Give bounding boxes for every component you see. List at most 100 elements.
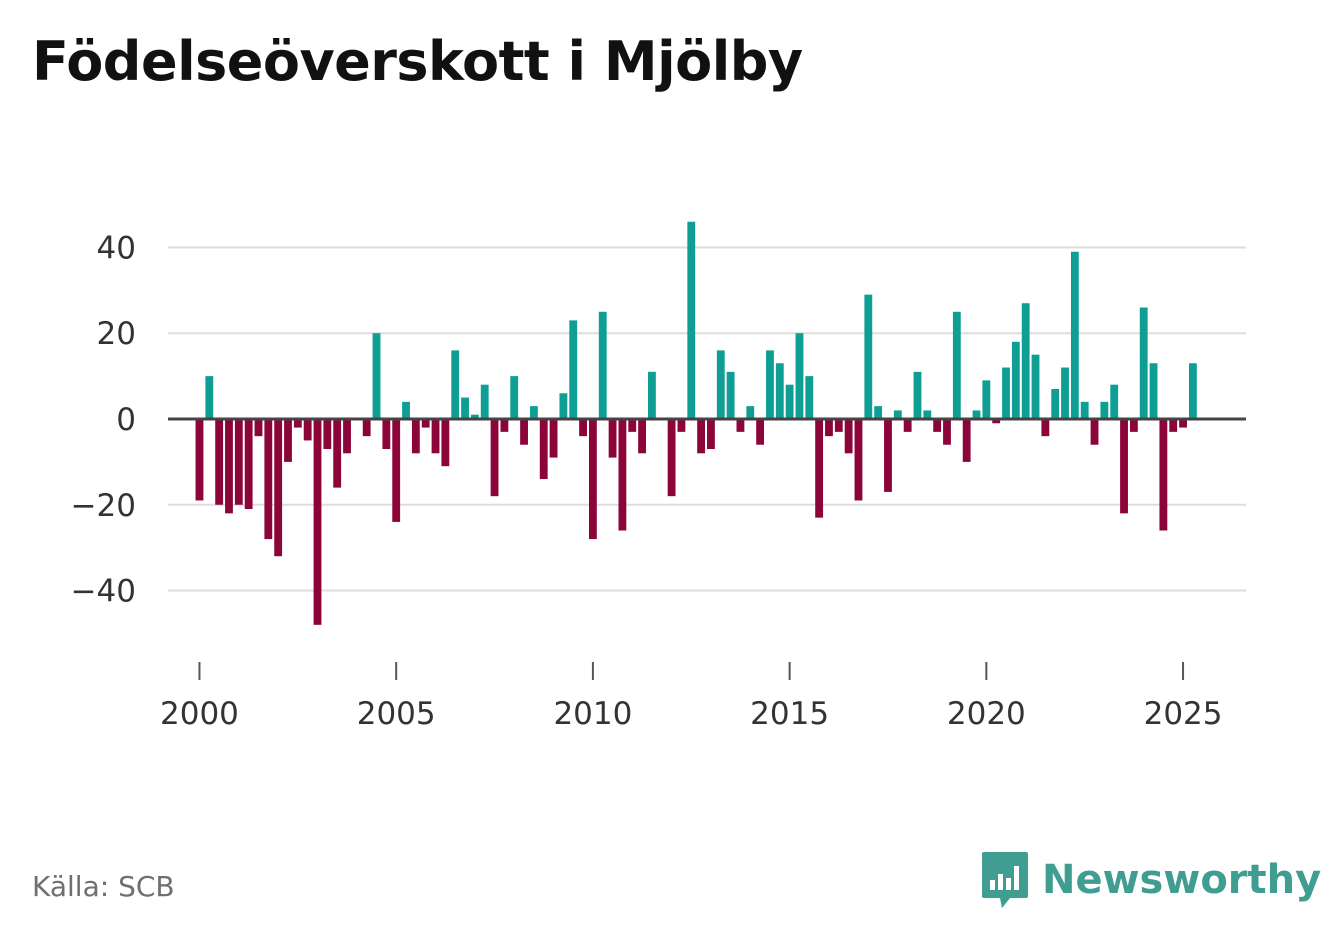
bar bbox=[510, 376, 519, 419]
bar bbox=[343, 419, 351, 454]
bar bbox=[470, 414, 479, 419]
bar bbox=[697, 419, 706, 454]
bar bbox=[520, 419, 528, 445]
bar bbox=[805, 376, 814, 419]
bar bbox=[225, 419, 233, 514]
y-tick-label: 20 bbox=[97, 316, 136, 352]
bar bbox=[392, 419, 401, 522]
bar bbox=[195, 419, 204, 501]
bar bbox=[313, 419, 322, 625]
bar bbox=[962, 419, 971, 462]
bar bbox=[1090, 419, 1099, 445]
bar bbox=[1021, 303, 1030, 419]
x-tick-label: 2010 bbox=[553, 696, 632, 732]
bar bbox=[234, 419, 243, 505]
bar bbox=[421, 419, 430, 428]
bar bbox=[264, 419, 273, 540]
bar bbox=[362, 419, 371, 437]
bar bbox=[893, 410, 902, 419]
bar bbox=[274, 419, 283, 557]
bar bbox=[874, 406, 883, 419]
bar bbox=[943, 419, 951, 445]
bar bbox=[333, 419, 342, 488]
bar bbox=[1041, 419, 1050, 437]
bar bbox=[834, 419, 843, 432]
bars bbox=[195, 221, 1197, 625]
bar bbox=[1179, 419, 1187, 428]
x-tick-label: 2015 bbox=[750, 696, 829, 732]
bar bbox=[293, 419, 302, 428]
bar bbox=[579, 419, 587, 437]
bar bbox=[372, 333, 381, 419]
bar bbox=[1169, 419, 1178, 432]
bar bbox=[461, 397, 469, 419]
bar bbox=[795, 333, 804, 419]
bar bbox=[815, 419, 824, 518]
y-tick-label: −40 bbox=[71, 574, 136, 610]
y-tick-label: 40 bbox=[97, 230, 136, 266]
bar bbox=[441, 419, 450, 467]
bar bbox=[1100, 401, 1109, 419]
bar bbox=[598, 311, 607, 419]
bar bbox=[825, 419, 833, 437]
bar bbox=[677, 419, 686, 432]
grid-lines bbox=[168, 246, 1246, 592]
bar bbox=[923, 410, 932, 419]
x-tick-label: 2005 bbox=[357, 696, 436, 732]
bar bbox=[1139, 307, 1148, 419]
bar bbox=[480, 384, 489, 419]
bar bbox=[539, 419, 548, 480]
brand-name: Newsworthy bbox=[1042, 857, 1322, 903]
bar bbox=[756, 419, 765, 445]
bar bbox=[736, 419, 745, 432]
source-credit: Källa: SCB bbox=[32, 870, 175, 903]
x-tick-label: 2025 bbox=[1144, 696, 1223, 732]
bar bbox=[1002, 367, 1010, 419]
bar bbox=[549, 419, 558, 458]
y-axis: −40 −20 0 20 40 bbox=[71, 230, 136, 609]
bar bbox=[785, 384, 794, 419]
bar bbox=[844, 419, 853, 454]
brand-logo: Newsworthy bbox=[980, 850, 1321, 910]
bar bbox=[687, 221, 696, 419]
bar bbox=[766, 350, 774, 419]
bar bbox=[1129, 419, 1138, 432]
bar bbox=[323, 419, 332, 450]
bar bbox=[884, 419, 892, 492]
x-axis: 2000 2005 2010 2015 2020 2025 bbox=[160, 662, 1223, 732]
bar bbox=[382, 419, 391, 450]
bar bbox=[952, 311, 961, 419]
bar bbox=[667, 419, 676, 497]
bar bbox=[490, 419, 499, 497]
bar bbox=[1159, 419, 1168, 531]
bar bbox=[608, 419, 617, 458]
bar bbox=[618, 419, 627, 531]
bar bbox=[638, 419, 647, 454]
bar bbox=[648, 371, 656, 419]
bar bbox=[1120, 419, 1128, 514]
bar bbox=[284, 419, 292, 462]
x-tick-label: 2020 bbox=[947, 696, 1026, 732]
y-tick-label: −20 bbox=[71, 488, 136, 524]
bar bbox=[746, 406, 755, 419]
bar bbox=[1080, 401, 1089, 419]
bar bbox=[913, 371, 922, 419]
bar bbox=[1110, 384, 1119, 419]
bar bbox=[215, 419, 224, 505]
bar bbox=[559, 393, 568, 419]
bar bbox=[1061, 367, 1069, 419]
bar bbox=[933, 419, 942, 432]
bar bbox=[500, 419, 509, 432]
bar bbox=[707, 419, 715, 450]
bar bbox=[1188, 363, 1197, 419]
bar bbox=[903, 419, 912, 432]
bar bbox=[775, 363, 784, 419]
bar bbox=[1051, 388, 1060, 419]
bar bbox=[864, 294, 873, 419]
bar bbox=[1031, 354, 1040, 419]
bar bbox=[1149, 363, 1158, 419]
bar bbox=[402, 401, 410, 419]
newsworthy-logo-icon bbox=[982, 852, 1028, 908]
bar bbox=[588, 419, 597, 540]
